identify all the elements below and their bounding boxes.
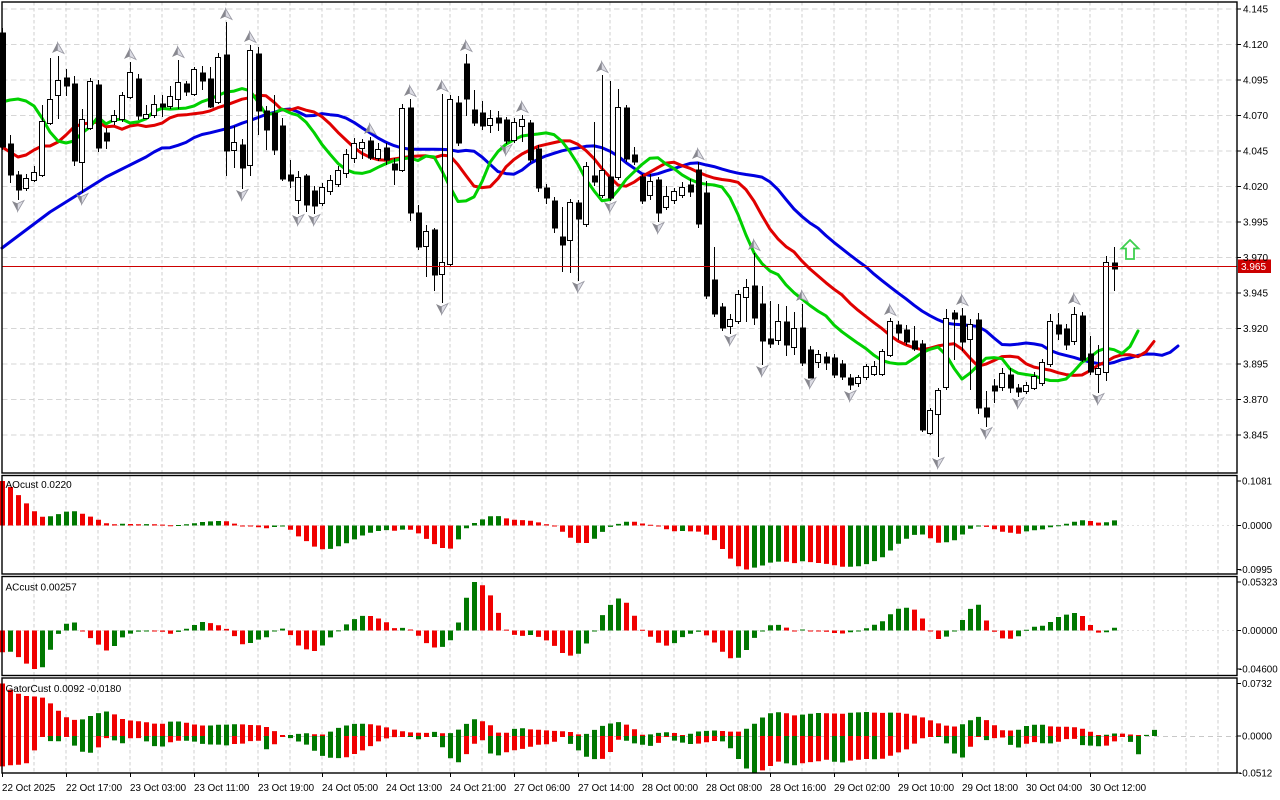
svg-text:24 Oct 05:00: 24 Oct 05:00 (322, 783, 379, 794)
svg-text:3.845: 3.845 (1243, 431, 1268, 442)
svg-text:23 Oct 11:00: 23 Oct 11:00 (194, 783, 250, 794)
svg-text:0.0732: 0.0732 (1242, 679, 1272, 690)
svg-text:0.0000: 0.0000 (1242, 521, 1273, 532)
svg-text:23 Oct 03:00: 23 Oct 03:00 (130, 783, 187, 794)
svg-text:3.945: 3.945 (1243, 289, 1268, 300)
svg-text:24 Oct 21:00: 24 Oct 21:00 (450, 783, 507, 794)
svg-text:29 Oct 10:00: 29 Oct 10:00 (898, 783, 955, 794)
svg-text:30 Oct 12:00: 30 Oct 12:00 (1090, 783, 1147, 794)
svg-text:-0.0512: -0.0512 (1239, 769, 1272, 780)
svg-text:27 Oct 06:00: 27 Oct 06:00 (514, 783, 571, 794)
svg-text:3.995: 3.995 (1243, 218, 1268, 229)
svg-text:3.895: 3.895 (1243, 360, 1268, 371)
svg-text:-0.0995: -0.0995 (1239, 565, 1273, 576)
svg-text:0.05323: 0.05323 (1242, 578, 1278, 589)
svg-text:-0.04600: -0.04600 (1239, 665, 1278, 676)
svg-text:0.0000: 0.0000 (1242, 732, 1273, 743)
svg-text:GatorCust 0.0092 -0.0180: GatorCust 0.0092 -0.0180 (6, 684, 122, 695)
svg-text:27 Oct 14:00: 27 Oct 14:00 (578, 783, 635, 794)
svg-text:4.070: 4.070 (1243, 111, 1268, 122)
svg-text:ACcust 0.00257: ACcust 0.00257 (6, 583, 78, 594)
svg-text:22 Oct 17:00: 22 Oct 17:00 (66, 783, 123, 794)
svg-text:3.970: 3.970 (1243, 253, 1268, 264)
svg-text:0.1081: 0.1081 (1242, 477, 1272, 488)
svg-text:AOcust 0.0220: AOcust 0.0220 (6, 480, 73, 491)
svg-text:29 Oct 02:00: 29 Oct 02:00 (834, 783, 891, 794)
svg-text:4.095: 4.095 (1243, 76, 1268, 87)
svg-text:24 Oct 13:00: 24 Oct 13:00 (386, 783, 443, 794)
svg-text:3.920: 3.920 (1243, 324, 1268, 335)
svg-text:4.020: 4.020 (1243, 182, 1268, 193)
svg-text:4.045: 4.045 (1243, 147, 1268, 158)
svg-text:30 Oct 04:00: 30 Oct 04:00 (1026, 783, 1083, 794)
svg-text:23 Oct 19:00: 23 Oct 19:00 (258, 783, 315, 794)
svg-text:28 Oct 00:00: 28 Oct 00:00 (642, 783, 699, 794)
svg-text:22 Oct 2025: 22 Oct 2025 (2, 783, 56, 794)
svg-text:4.120: 4.120 (1243, 40, 1268, 51)
svg-text:28 Oct 08:00: 28 Oct 08:00 (706, 783, 763, 794)
svg-text:3.870: 3.870 (1243, 395, 1268, 406)
svg-text:29 Oct 18:00: 29 Oct 18:00 (962, 783, 1019, 794)
svg-text:0.00000: 0.00000 (1242, 626, 1278, 637)
svg-text:4.145: 4.145 (1243, 5, 1268, 16)
svg-text:3.965: 3.965 (1241, 262, 1266, 273)
svg-text:28 Oct 16:00: 28 Oct 16:00 (770, 783, 827, 794)
